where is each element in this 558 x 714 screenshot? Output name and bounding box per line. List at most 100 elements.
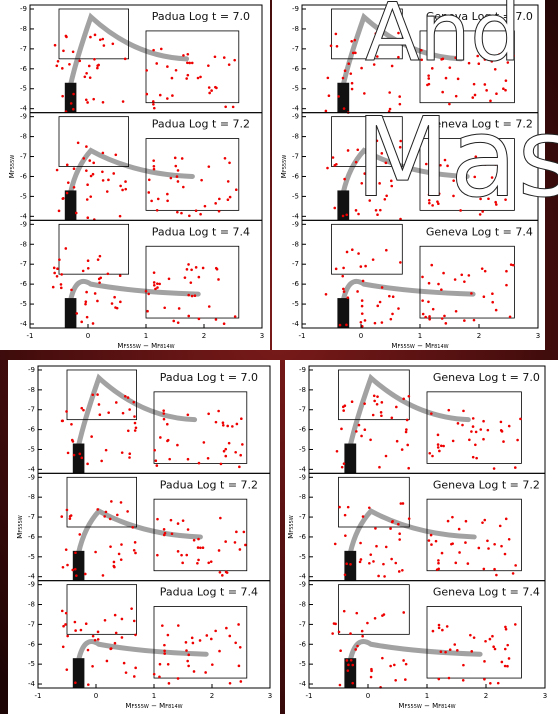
page: Padua Log t = 7.0-9-8-7-6-5-4Padua Log t… <box>0 0 558 714</box>
x-tick-label: 3 <box>260 332 264 340</box>
x-axis-label: MF555W − MF814W <box>117 342 174 350</box>
star <box>335 163 338 166</box>
star <box>197 77 200 80</box>
star <box>128 456 131 459</box>
star <box>92 322 95 325</box>
star <box>224 455 227 458</box>
star <box>177 169 180 172</box>
star <box>366 622 369 625</box>
star <box>472 425 475 428</box>
star <box>344 514 347 517</box>
star <box>85 300 88 303</box>
star <box>100 460 103 463</box>
star <box>66 164 69 167</box>
star <box>163 528 166 531</box>
y-tick-label: -8 <box>20 25 27 33</box>
star <box>65 668 68 671</box>
star <box>514 623 517 626</box>
star <box>152 159 155 162</box>
star <box>58 258 61 261</box>
star <box>330 44 333 47</box>
star <box>107 179 110 182</box>
star <box>73 167 76 170</box>
star <box>235 188 238 191</box>
star <box>85 169 88 172</box>
star <box>92 635 95 638</box>
star <box>176 211 179 214</box>
star <box>427 300 430 303</box>
star <box>171 94 174 97</box>
star <box>187 654 190 657</box>
star <box>197 559 200 562</box>
figure: Geneva Log t = 7.0-9-8-7-6-5-4Geneva Log… <box>285 360 558 714</box>
y-tick-label: -9 <box>20 220 27 228</box>
star <box>407 467 410 470</box>
star <box>163 418 166 421</box>
star <box>356 290 359 293</box>
star <box>351 82 354 85</box>
star <box>333 622 336 625</box>
star <box>195 209 198 212</box>
star <box>159 94 162 97</box>
star <box>473 319 476 322</box>
star <box>163 652 166 655</box>
star <box>162 412 165 415</box>
star <box>134 422 137 425</box>
star <box>441 317 444 320</box>
star <box>206 634 209 637</box>
star <box>223 56 226 59</box>
star <box>424 316 427 319</box>
star <box>88 65 91 68</box>
star <box>210 560 213 563</box>
y-tick-label: -9 <box>292 5 299 13</box>
star <box>373 394 376 397</box>
star <box>481 521 484 524</box>
star <box>375 545 378 548</box>
star <box>65 410 68 413</box>
y-tick-label: -4 <box>292 212 300 220</box>
star <box>191 62 194 65</box>
star <box>126 510 129 513</box>
star <box>133 675 136 678</box>
star <box>401 569 404 572</box>
star <box>437 434 440 437</box>
star <box>62 49 65 52</box>
star <box>327 77 330 80</box>
y-tick-label: -6 <box>28 426 36 434</box>
star <box>481 267 484 270</box>
star <box>65 612 68 615</box>
star <box>462 664 465 667</box>
star <box>332 156 335 159</box>
star <box>120 558 123 561</box>
star <box>104 619 107 622</box>
star <box>72 108 75 111</box>
star <box>221 574 224 577</box>
star <box>328 94 331 97</box>
star <box>187 315 190 318</box>
star <box>99 255 102 258</box>
star <box>229 196 232 199</box>
star <box>97 638 100 641</box>
star <box>202 546 205 549</box>
star <box>68 63 71 66</box>
y-tick-label: -4 <box>292 105 300 113</box>
star <box>92 98 95 101</box>
star <box>463 280 466 283</box>
star <box>214 55 217 58</box>
x-axis-label: MF555W − MF814W <box>391 342 448 350</box>
star <box>122 412 125 415</box>
star <box>346 251 349 254</box>
y-tick-label: -6 <box>292 65 300 73</box>
star <box>355 430 358 433</box>
star <box>368 506 371 509</box>
star <box>119 215 122 218</box>
y-tick-label: -9 <box>20 113 27 121</box>
star <box>135 426 138 429</box>
star <box>106 660 109 663</box>
x-tick-label: 0 <box>94 692 98 700</box>
star <box>350 659 353 662</box>
star <box>453 643 456 646</box>
main-sequence <box>344 551 356 581</box>
star <box>92 173 95 176</box>
star <box>96 508 99 511</box>
